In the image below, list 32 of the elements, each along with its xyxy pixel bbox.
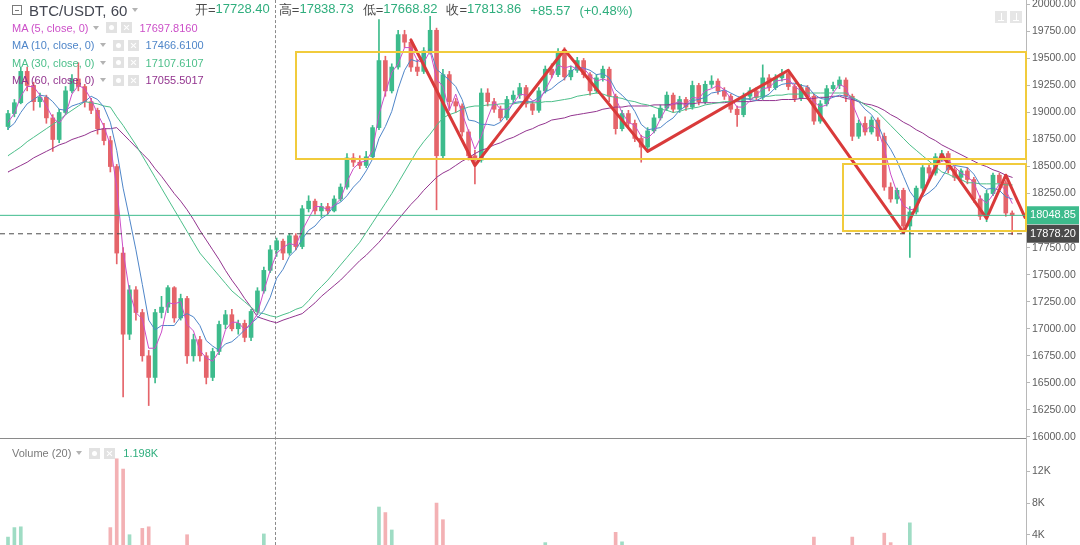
chart-title: BTC/USDT, 60 <box>29 1 128 19</box>
y-tick-label: 4K <box>1032 527 1045 540</box>
text: MA (5, close, 0) <box>12 21 89 34</box>
text: MA (10, close, 0) <box>12 39 95 52</box>
ref-line-label: 17878.20 <box>1030 226 1076 239</box>
y-tick-label: 17000.00 <box>1032 321 1076 334</box>
y-tick-label: 8K <box>1032 495 1045 508</box>
annotation: 17697.8160 <box>139 21 198 34</box>
text: Volume (20) <box>12 447 72 459</box>
y-tick-label: 17250.00 <box>1032 294 1076 307</box>
y-tick-label: 17500.00 <box>1032 267 1076 280</box>
y-tick-label: 16750.00 <box>1032 348 1076 361</box>
y-tick-label: 12K <box>1032 464 1051 477</box>
y-tick-label: 18750.00 <box>1032 132 1076 145</box>
annotation: 17107.6107 <box>145 56 204 69</box>
annotation: 17466.6100 <box>145 39 204 52</box>
y-tick-label: 20000.00 <box>1032 0 1076 10</box>
y-tick-label: 18250.00 <box>1032 186 1076 199</box>
y-tick-label: 19750.00 <box>1032 24 1076 37</box>
annotation: 1.198K <box>123 447 159 459</box>
ref-line-label: 18048.85 <box>1030 208 1076 221</box>
annotation: 17055.5017 <box>145 74 204 87</box>
y-tick-label: 16250.00 <box>1032 402 1076 415</box>
y-tick-label: 18500.00 <box>1032 159 1076 172</box>
text: 开=17728.40 高=17838.73 低=17668.82 收=17813.86 +85.57 (+0.48%) <box>195 1 633 18</box>
y-tick-label: 19250.00 <box>1032 78 1076 91</box>
y-tick-label: 19000.00 <box>1032 105 1076 118</box>
y-tick-label: 17750.00 <box>1032 240 1076 253</box>
y-tick-label: 16500.00 <box>1032 375 1076 388</box>
y-tick-label: 16000.00 <box>1032 429 1076 442</box>
text: MA (30, close, 0) <box>12 56 95 69</box>
y-tick-label: 19500.00 <box>1032 51 1076 64</box>
